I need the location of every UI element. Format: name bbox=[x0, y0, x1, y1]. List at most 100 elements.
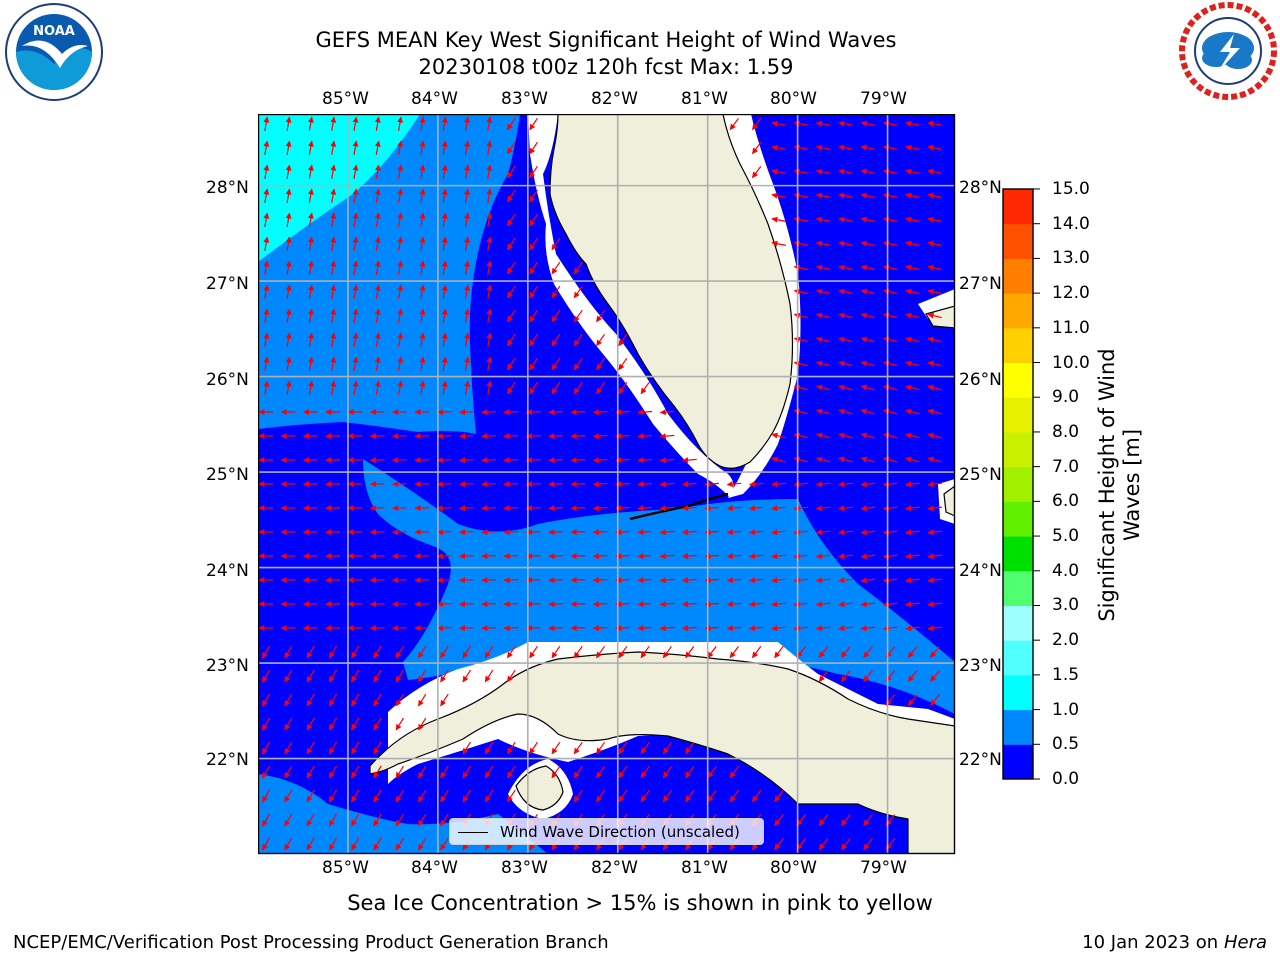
wind-wave-arrow bbox=[662, 741, 672, 755]
wind-wave-arrow bbox=[682, 505, 697, 512]
lat-label-right: 28°N bbox=[959, 178, 1002, 198]
colorbar bbox=[1002, 188, 1040, 780]
wind-wave-arrow bbox=[352, 380, 359, 396]
wind-wave-arrow bbox=[506, 285, 516, 299]
colorbar-segment bbox=[1003, 605, 1033, 641]
wind-wave-arrow bbox=[263, 236, 270, 252]
colorbar-title: Significant Height of Wind Waves [m] bbox=[1090, 190, 1150, 780]
wind-wave-arrow bbox=[659, 601, 675, 608]
colorbar-segment bbox=[1003, 709, 1033, 745]
wind-wave-arrow bbox=[816, 432, 831, 439]
colorbar-segment bbox=[1003, 744, 1033, 780]
wind-wave-arrow bbox=[284, 765, 293, 779]
wind-wave-arrow bbox=[307, 116, 314, 132]
wind-wave-arrow bbox=[419, 260, 426, 276]
wind-wave-arrow bbox=[863, 814, 873, 826]
wind-wave-arrow bbox=[506, 141, 516, 155]
wind-wave-arrow bbox=[774, 646, 784, 659]
wind-wave-arrow bbox=[838, 120, 853, 127]
wind-wave-arrow bbox=[486, 284, 493, 300]
wind-wave-arrow bbox=[905, 120, 920, 127]
wind-wave-arrow bbox=[816, 192, 831, 199]
wind-wave-arrow bbox=[261, 645, 271, 659]
wind-wave-arrow bbox=[907, 694, 918, 706]
wind-wave-arrow bbox=[373, 789, 382, 803]
wind-wave-arrow bbox=[417, 717, 427, 731]
wind-wave-arrow bbox=[397, 284, 404, 300]
wind-wave-arrow bbox=[640, 381, 650, 395]
wind-wave-arrow bbox=[905, 216, 920, 223]
wind-wave-arrow bbox=[351, 717, 360, 731]
wind-wave-arrow bbox=[263, 260, 270, 276]
colorbar-tick-label: 13.0 bbox=[1052, 248, 1090, 269]
wind-wave-arrow bbox=[419, 116, 426, 132]
wind-wave-arrow bbox=[863, 670, 873, 682]
wind-wave-arrow bbox=[551, 765, 561, 779]
wind-wave-arrow bbox=[726, 481, 742, 488]
wind-wave-arrow bbox=[397, 356, 404, 372]
wind-wave-arrow bbox=[637, 577, 653, 584]
colorbar-tick-label: 0.5 bbox=[1052, 734, 1080, 755]
wind-wave-arrow bbox=[529, 261, 538, 275]
wind-wave-arrow bbox=[462, 669, 472, 683]
colorbar-segment bbox=[1003, 674, 1033, 711]
footer-date-text: 10 Jan 2023 on bbox=[1082, 932, 1224, 953]
wind-wave-arrow bbox=[816, 216, 831, 223]
wind-wave-arrow bbox=[618, 741, 628, 755]
wind-wave-arrow bbox=[793, 481, 809, 488]
wind-wave-arrow bbox=[419, 188, 426, 204]
wind-wave-arrow bbox=[905, 312, 920, 319]
wind-wave-arrow bbox=[373, 693, 382, 707]
wind-wave-arrow bbox=[352, 284, 359, 300]
wind-wave-arrow bbox=[771, 120, 786, 127]
wind-wave-arrow bbox=[307, 140, 314, 156]
wind-wave-arrow bbox=[526, 625, 541, 632]
sea-ice-note: Sea Ice Concentration > 15% is shown in … bbox=[347, 891, 933, 915]
wind-wave-arrow bbox=[596, 789, 605, 803]
wind-wave-arrow bbox=[397, 164, 404, 180]
wind-wave-arrow bbox=[883, 432, 898, 439]
wind-wave-arrow bbox=[440, 693, 449, 707]
colorbar-segment bbox=[1003, 189, 1033, 225]
wind-wave-arrow bbox=[307, 380, 314, 396]
wind-wave-arrow bbox=[570, 625, 586, 632]
wind-wave-arrow bbox=[793, 336, 809, 343]
lon-label-top: 80°W bbox=[770, 89, 817, 109]
chart-title: GEFS MEAN Key West Significant Height of… bbox=[315, 28, 897, 52]
wind-wave-arrow bbox=[285, 140, 292, 156]
wind-wave-arrow bbox=[328, 669, 338, 683]
lat-label-right: 26°N bbox=[959, 370, 1002, 390]
wind-wave-arrow bbox=[640, 741, 650, 755]
wind-wave-arrow bbox=[774, 838, 784, 851]
wind-wave-arrow bbox=[330, 356, 337, 372]
wind-wave-arrow bbox=[506, 765, 516, 779]
wind-wave-arrow bbox=[838, 264, 853, 271]
wind-wave-arrow bbox=[771, 529, 786, 536]
wind-wave-arrow bbox=[306, 765, 315, 779]
wind-wave-arrow bbox=[707, 766, 717, 779]
wind-wave-arrow bbox=[506, 645, 516, 659]
lon-label-bottom: 81°W bbox=[681, 858, 728, 878]
wind-wave-arrow bbox=[771, 481, 786, 488]
wind-wave-arrow bbox=[838, 553, 853, 560]
wind-wave-arrow bbox=[771, 240, 786, 247]
wind-wave-arrow bbox=[863, 838, 873, 850]
wind-wave-arrow bbox=[441, 188, 448, 204]
wind-wave-arrow bbox=[860, 408, 876, 415]
wind-wave-arrow bbox=[285, 380, 292, 396]
wind-wave-arrow bbox=[551, 261, 561, 275]
wind-wave-arrow bbox=[397, 188, 404, 204]
lon-label-bottom: 82°W bbox=[591, 858, 638, 878]
wind-wave-arrow bbox=[816, 120, 831, 127]
wind-wave-arrow bbox=[838, 529, 853, 536]
wind-wave-arrow bbox=[685, 742, 695, 755]
wind-wave-arrow bbox=[863, 646, 873, 658]
wind-wave-arrow bbox=[905, 432, 920, 439]
wind-wave-arrow bbox=[860, 168, 876, 175]
wind-wave-arrow bbox=[551, 237, 561, 251]
wind-wave-arrow bbox=[526, 481, 541, 488]
wind-wave-arrow bbox=[503, 601, 519, 608]
wind-wave-arrow bbox=[330, 188, 337, 204]
wind-wave-arrow bbox=[860, 360, 876, 367]
wind-wave-arrow bbox=[816, 168, 831, 175]
